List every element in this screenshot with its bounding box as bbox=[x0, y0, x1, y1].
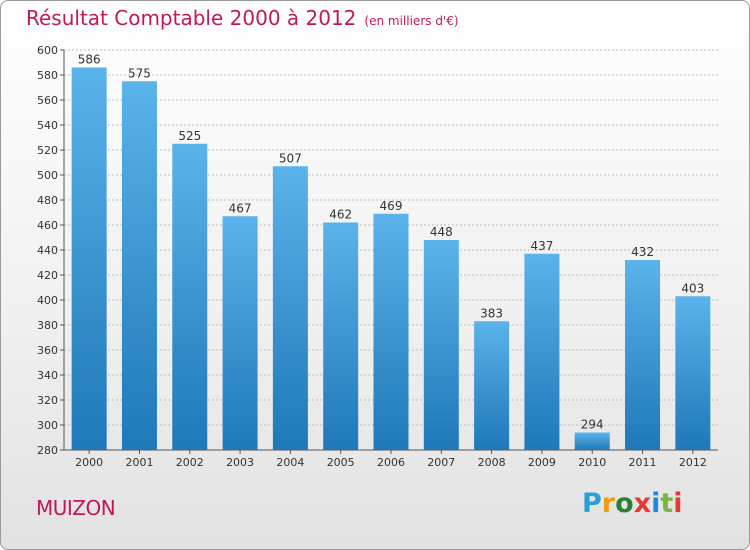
bar-2002 bbox=[172, 143, 208, 450]
data-label-2002: 525 bbox=[178, 129, 201, 143]
commune-name: MUIZON bbox=[36, 496, 116, 520]
bar-2005 bbox=[323, 222, 359, 450]
y-tick-label: 420 bbox=[37, 269, 58, 282]
y-tick-label: 500 bbox=[37, 169, 58, 182]
x-tick-label: 2006 bbox=[377, 456, 405, 469]
logo-letter: i bbox=[673, 488, 683, 519]
bar-2000 bbox=[71, 67, 107, 450]
bar-2003 bbox=[222, 216, 258, 450]
bar-2006 bbox=[373, 213, 409, 450]
bar-2010 bbox=[574, 432, 610, 450]
data-label-2006: 469 bbox=[380, 199, 403, 213]
data-label-2003: 467 bbox=[229, 201, 252, 215]
logo-letter: i bbox=[651, 488, 661, 519]
y-tick-label: 360 bbox=[37, 344, 58, 357]
bar-2008 bbox=[474, 321, 510, 450]
x-tick-label: 2001 bbox=[125, 456, 153, 469]
y-tick-label: 540 bbox=[37, 119, 58, 132]
bar-2001 bbox=[121, 81, 157, 450]
data-label-2010: 294 bbox=[581, 418, 604, 432]
data-label-2012: 403 bbox=[681, 281, 704, 295]
y-tick-label: 460 bbox=[37, 219, 58, 232]
x-tick-label: 2009 bbox=[528, 456, 556, 469]
y-tick-label: 340 bbox=[37, 369, 58, 382]
data-label-2004: 507 bbox=[279, 151, 302, 165]
y-tick-label: 440 bbox=[37, 244, 58, 257]
proxiti-logo: Proxiti bbox=[582, 488, 683, 519]
x-tick-label: 2004 bbox=[276, 456, 304, 469]
bars bbox=[71, 67, 711, 450]
data-label-2009: 437 bbox=[530, 239, 553, 253]
y-tick-label: 480 bbox=[37, 194, 58, 207]
data-label-2005: 462 bbox=[329, 208, 352, 222]
data-labels: 586 575 525 467 507 462 469 448 383 437 294 432 403 bbox=[78, 53, 705, 432]
bar-2011 bbox=[625, 260, 661, 450]
bar-2007 bbox=[423, 240, 459, 450]
bar-2012 bbox=[675, 296, 711, 450]
axes: 280 300 320 340 360 380 400 420 440 460 480 500 520 5… bbox=[37, 44, 718, 469]
y-tick-label: 400 bbox=[37, 294, 58, 307]
chart-header: Résultat Comptable 2000 à 2012 (en millie… bbox=[26, 6, 459, 30]
logo-letter: r bbox=[601, 488, 616, 519]
bar-2004 bbox=[272, 166, 308, 450]
chart-subtitle: (en milliers d'€) bbox=[364, 14, 459, 28]
data-label-2001: 575 bbox=[128, 66, 151, 80]
bar-2009 bbox=[524, 253, 560, 450]
y-tick-label: 380 bbox=[37, 319, 58, 332]
y-tick-label: 300 bbox=[37, 419, 58, 432]
x-tick-label: 2003 bbox=[226, 456, 254, 469]
logo-letter: o bbox=[615, 488, 634, 519]
logo-letter: t bbox=[660, 488, 674, 519]
data-label-2008: 383 bbox=[480, 306, 503, 320]
x-tick-label: 2012 bbox=[679, 456, 707, 469]
y-tick-label: 520 bbox=[37, 144, 58, 157]
logo-letter: x bbox=[633, 488, 652, 519]
x-tick-label: 2008 bbox=[478, 456, 506, 469]
x-tick-label: 2000 bbox=[75, 456, 103, 469]
x-tick-label: 2010 bbox=[578, 456, 606, 469]
x-tick-label: 2007 bbox=[427, 456, 455, 469]
data-label-2000: 586 bbox=[78, 53, 101, 67]
y-tick-label: 320 bbox=[37, 394, 58, 407]
x-tick-label: 2005 bbox=[327, 456, 355, 469]
data-label-2011: 432 bbox=[631, 245, 654, 259]
chart-title: Résultat Comptable 2000 à 2012 bbox=[26, 6, 357, 30]
y-tick-label: 600 bbox=[37, 44, 58, 57]
y-tick-label: 580 bbox=[37, 69, 58, 82]
x-tick-label: 2011 bbox=[629, 456, 657, 469]
x-tick-label: 2002 bbox=[176, 456, 204, 469]
y-tick-label: 560 bbox=[37, 94, 58, 107]
data-label-2007: 448 bbox=[430, 225, 453, 239]
logo-letter: P bbox=[582, 488, 602, 519]
y-tick-label: 280 bbox=[37, 444, 58, 457]
